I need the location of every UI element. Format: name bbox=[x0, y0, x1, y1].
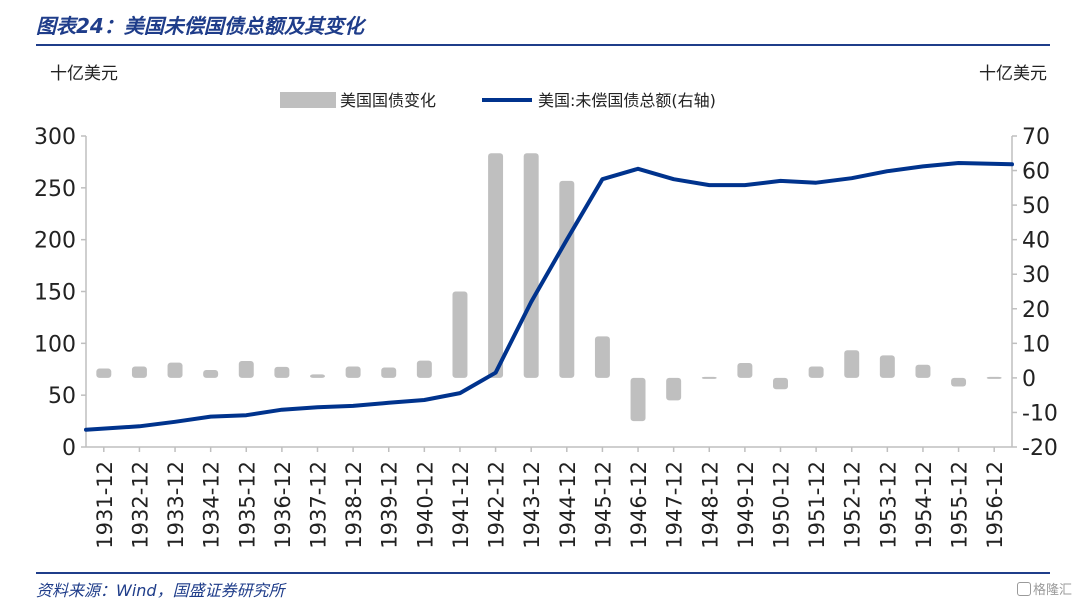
x-axis-tick-label: 1942-12 bbox=[485, 461, 509, 549]
x-axis-tick-label: 1947-12 bbox=[663, 461, 687, 549]
x-axis-tick-label: 1939-12 bbox=[378, 461, 402, 549]
bar-1933-12 bbox=[167, 362, 183, 378]
bar-1936-12 bbox=[274, 366, 290, 378]
right-axis-tick-label: 20 bbox=[1022, 298, 1050, 323]
bar-1934-12 bbox=[203, 369, 219, 378]
x-axis-tick-label: 1951-12 bbox=[805, 461, 829, 549]
source-rule bbox=[36, 572, 1050, 574]
bar-1940-12 bbox=[416, 360, 432, 378]
bar-1949-12 bbox=[737, 363, 753, 378]
bar-1947-12 bbox=[666, 377, 682, 401]
x-axis-tick-label: 1935-12 bbox=[235, 461, 259, 549]
figure-title: 图表24：美国未偿国债总额及其变化 bbox=[36, 14, 364, 38]
right-axis-ticks: -20 -10 0 10 20 30 40 50 60 70 bbox=[1012, 125, 1058, 461]
x-axis-tick-label: 1946-12 bbox=[627, 461, 651, 549]
x-axis-tick-label: 1932-12 bbox=[128, 461, 152, 549]
x-axis-tick-label: 1948-12 bbox=[698, 461, 722, 549]
x-axis-tick-label: 1955-12 bbox=[948, 461, 972, 549]
left-axis-tick-label: 100 bbox=[34, 332, 76, 357]
x-axis-tick-label: 1937-12 bbox=[307, 461, 331, 549]
x-axis-tick-label: 1941-12 bbox=[449, 461, 473, 549]
bar-1952-12 bbox=[844, 350, 860, 378]
x-axis-tick-label: 1950-12 bbox=[770, 461, 794, 549]
left-axis-tick-label: 150 bbox=[34, 281, 76, 306]
x-axis-tick-label: 1933-12 bbox=[164, 461, 188, 549]
bar-1931-12 bbox=[96, 368, 112, 378]
bar-1945-12 bbox=[594, 336, 610, 378]
bar-1942-12 bbox=[488, 153, 504, 378]
watermark-text: 格隆汇 bbox=[1032, 583, 1072, 598]
bar-1954-12 bbox=[915, 364, 931, 378]
x-axis-tick-label: 1943-12 bbox=[520, 461, 544, 549]
x-axis-tick-label: 1956-12 bbox=[983, 461, 1007, 549]
source-note: 资料来源：Wind，国盛证券研究所 bbox=[36, 581, 285, 600]
x-axis-tick-label: 1954-12 bbox=[912, 461, 936, 549]
legend-label-line: 美国:未偿国债总额(右轴) bbox=[538, 91, 716, 110]
title-rule bbox=[36, 44, 1050, 46]
x-axis-tick-label: 1934-12 bbox=[200, 461, 224, 549]
legend-label-bar: 美国国债变化 bbox=[340, 91, 436, 110]
left-axis-tick-label: 0 bbox=[62, 436, 76, 461]
left-axis-tick-label: 200 bbox=[34, 229, 76, 254]
x-axis-tick-label: 1940-12 bbox=[413, 461, 437, 549]
bar-1946-12 bbox=[630, 377, 646, 422]
right-axis-tick-label: 60 bbox=[1022, 160, 1050, 185]
chart: 十亿美元 十亿美元 美国国债变化 美国:未偿国债总额(右轴) 050100150… bbox=[34, 64, 1058, 549]
right-axis-tick-label: 30 bbox=[1022, 263, 1050, 288]
legend: 美国国债变化 美国:未偿国债总额(右轴) bbox=[280, 91, 716, 110]
watermark: 格隆汇 bbox=[1016, 579, 1072, 598]
bar-1941-12 bbox=[452, 291, 468, 378]
x-axis-tick-label: 1952-12 bbox=[841, 461, 865, 549]
bar-1935-12 bbox=[238, 360, 254, 378]
x-axis-tick-label: 1936-12 bbox=[271, 461, 295, 549]
right-axis-tick-label: 10 bbox=[1022, 332, 1050, 357]
left-axis-ticks: 0 50 100 150 200 250 300 bbox=[34, 125, 86, 461]
watermark-icon bbox=[1016, 582, 1031, 596]
line-series bbox=[84, 161, 1014, 432]
right-axis-unit: 十亿美元 bbox=[979, 64, 1047, 84]
legend-swatch-bar bbox=[280, 92, 336, 108]
bar-series bbox=[96, 153, 1002, 422]
bar-1939-12 bbox=[381, 367, 397, 378]
x-axis-ticks: 1931-12 1932-12 1933-12 1934-12 1935-12 1936-… bbox=[93, 447, 1007, 549]
x-axis-tick-label: 1944-12 bbox=[556, 461, 580, 549]
bar-1951-12 bbox=[808, 366, 824, 378]
bar-1938-12 bbox=[345, 366, 361, 378]
left-axis-tick-label: 250 bbox=[34, 177, 76, 202]
bar-1955-12 bbox=[951, 377, 967, 387]
left-axis-tick-label: 50 bbox=[48, 384, 76, 409]
bar-1956-12 bbox=[986, 376, 1002, 379]
bar-1953-12 bbox=[879, 355, 895, 378]
bar-1944-12 bbox=[559, 180, 575, 378]
x-axis-tick-label: 1953-12 bbox=[876, 461, 900, 549]
x-axis-tick-label: 1945-12 bbox=[591, 461, 615, 549]
left-axis-tick-label: 300 bbox=[34, 125, 76, 150]
right-axis-tick-label: 70 bbox=[1022, 125, 1050, 150]
right-axis-tick-label: 0 bbox=[1022, 367, 1036, 392]
line-total-debt bbox=[84, 161, 1014, 432]
right-axis-tick-label: 40 bbox=[1022, 229, 1050, 254]
bar-1950-12 bbox=[773, 377, 788, 390]
right-axis-tick-label: -10 bbox=[1022, 401, 1058, 426]
x-axis-tick-label: 1938-12 bbox=[342, 461, 366, 549]
bar-1948-12 bbox=[701, 376, 717, 379]
right-axis-tick-label: -20 bbox=[1022, 436, 1058, 461]
left-axis-unit: 十亿美元 bbox=[50, 64, 118, 84]
bar-1932-12 bbox=[131, 366, 147, 378]
right-axis-tick-label: 50 bbox=[1022, 194, 1050, 219]
bar-1943-12 bbox=[523, 153, 539, 378]
x-axis-tick-label: 1949-12 bbox=[734, 461, 758, 549]
bar-1937-12 bbox=[310, 374, 325, 378]
x-axis-tick-label: 1931-12 bbox=[93, 461, 117, 549]
